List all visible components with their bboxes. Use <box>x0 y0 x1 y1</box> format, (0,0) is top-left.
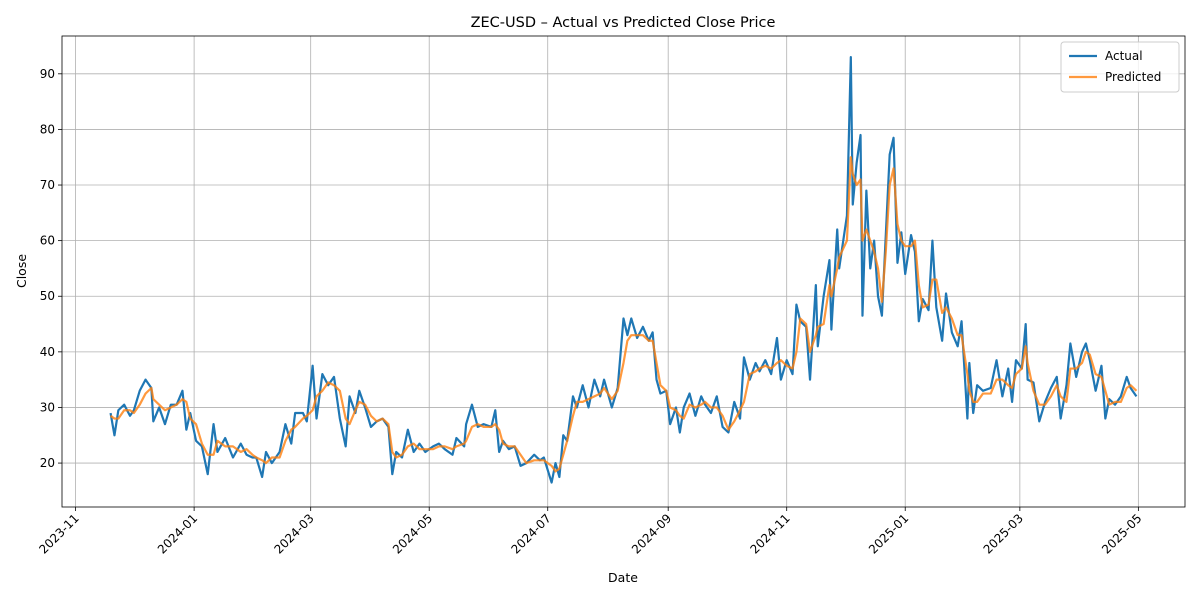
x-tick-label: 2024-01 <box>155 511 200 556</box>
plot-frame <box>61 35 1186 508</box>
x-tick-label: 2024-09 <box>629 511 674 556</box>
y-tick-label: 80 <box>40 122 55 136</box>
x-tick-label: 2025-03 <box>981 511 1026 556</box>
x-tick-label: 2023-11 <box>36 511 81 556</box>
x-tick-label: 2025-01 <box>866 511 911 556</box>
legend-label: Predicted <box>1105 70 1161 84</box>
y-tick-label: 90 <box>40 67 55 81</box>
y-tick-label: 30 <box>40 400 55 414</box>
x-tick-label: 2025-05 <box>1099 511 1144 556</box>
y-tick-label: 70 <box>40 178 55 192</box>
series-line <box>109 156 1138 473</box>
series-line <box>109 56 1138 484</box>
x-tick-label: 2024-03 <box>271 511 316 556</box>
x-tick-label: 2024-07 <box>508 511 553 556</box>
x-axis-label: Date <box>608 570 638 585</box>
legend-box <box>1060 41 1180 93</box>
x-tick-label: 2024-05 <box>390 511 435 556</box>
y-axis-label: Close <box>14 254 29 288</box>
y-tick-label: 50 <box>40 289 55 303</box>
y-tick-label: 60 <box>40 234 55 248</box>
legend: Actual Predicted <box>1060 41 1180 93</box>
legend-label: Actual <box>1105 49 1143 63</box>
y-tick-label: 40 <box>40 345 55 359</box>
x-tick-label: 2024-11 <box>747 511 792 556</box>
chart-title: ZEC-USD – Actual vs Predicted Close Pric… <box>471 15 776 31</box>
y-tick-label: 20 <box>40 456 55 470</box>
